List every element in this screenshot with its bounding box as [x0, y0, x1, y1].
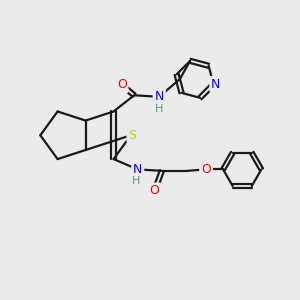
Text: H: H: [131, 176, 140, 186]
Text: N: N: [211, 78, 220, 91]
Text: N: N: [133, 163, 142, 176]
Text: H: H: [155, 104, 164, 114]
Text: O: O: [117, 78, 127, 92]
Text: N: N: [154, 90, 164, 103]
Text: O: O: [201, 163, 211, 176]
Text: S: S: [128, 129, 136, 142]
Text: O: O: [150, 184, 159, 197]
